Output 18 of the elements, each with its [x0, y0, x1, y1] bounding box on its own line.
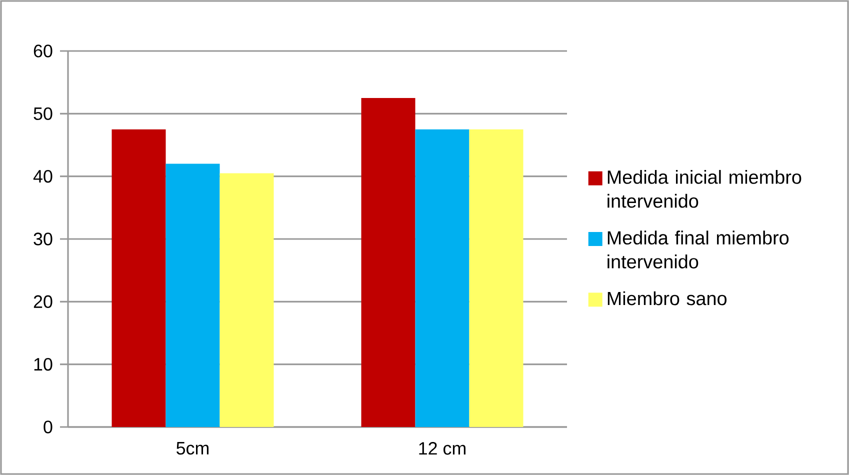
bar [220, 173, 274, 427]
y-tick-label: 20 [34, 295, 52, 308]
y-tick-label: 60 [34, 44, 52, 58]
legend-label: Medida inicial miembro intervenido [608, 170, 802, 208]
y-tick-label: 30 [34, 232, 52, 246]
bar [415, 129, 470, 427]
y-tick-label: 50 [34, 107, 52, 120]
y-tick-label: 40 [33, 170, 52, 183]
x-tick-label: 5cm [176, 442, 208, 455]
bar [166, 164, 220, 427]
bar [469, 129, 524, 427]
x-tick-label: 12 cm [419, 442, 466, 455]
bar [361, 98, 416, 427]
y-tick-label: 0 [44, 420, 52, 434]
y-tick-label: 10 [34, 358, 52, 371]
legend-label: Miembro sano [608, 291, 727, 306]
legend-label: Medida final miembro intervenido [608, 230, 789, 268]
bar [112, 129, 166, 427]
